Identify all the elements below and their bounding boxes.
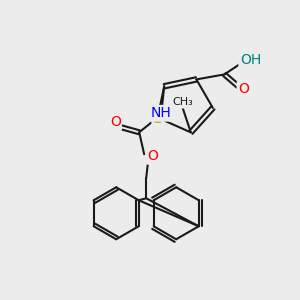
Text: OH: OH	[240, 53, 261, 68]
Text: O: O	[147, 149, 158, 163]
Text: O: O	[238, 82, 249, 96]
Text: S: S	[153, 112, 163, 126]
Text: NH: NH	[151, 106, 172, 120]
Text: O: O	[110, 115, 121, 129]
Text: CH₃: CH₃	[172, 98, 193, 107]
